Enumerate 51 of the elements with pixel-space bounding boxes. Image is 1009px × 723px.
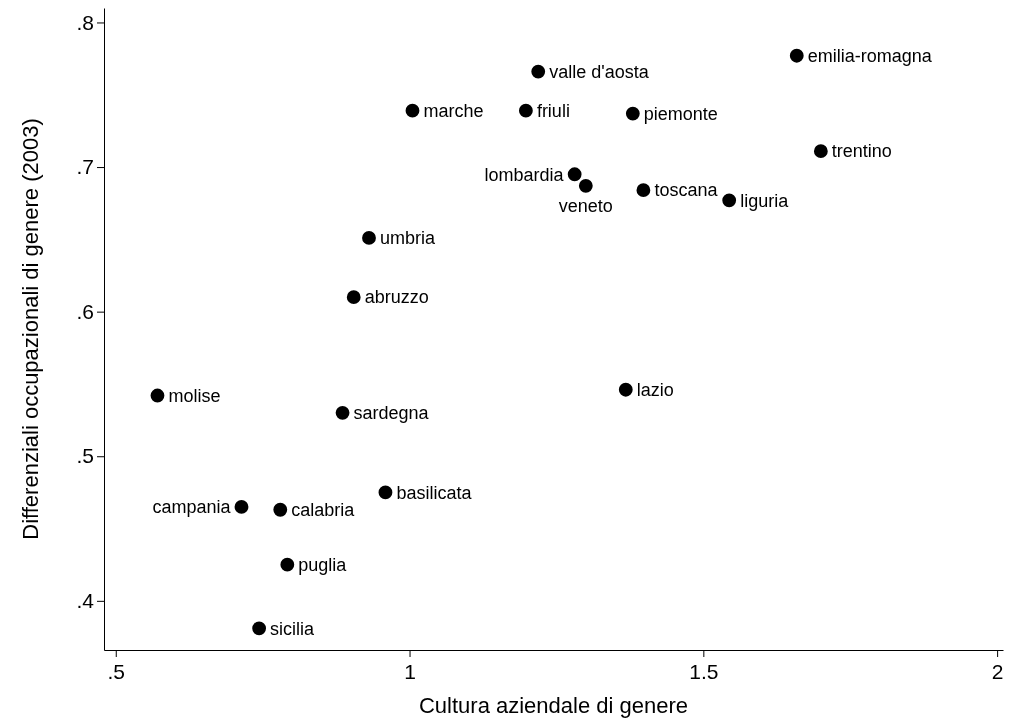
y-tick-label: .6 — [76, 299, 94, 323]
point — [362, 231, 376, 245]
annotation: friuli — [536, 100, 570, 121]
annotation: puglia — [298, 554, 348, 575]
point — [789, 48, 804, 63]
annotation: lombardia — [484, 164, 565, 185]
annotation: piemonte — [643, 103, 718, 124]
y-axis-title: Differenziali occupazionali di genere (2003) — [18, 118, 43, 540]
annotation: toscana — [654, 180, 719, 201]
annotation: calabria — [291, 500, 356, 521]
point — [531, 64, 546, 79]
point — [405, 103, 420, 118]
point — [346, 290, 361, 305]
point — [578, 178, 593, 193]
point — [378, 485, 393, 500]
x-tick-label: 1.5 — [689, 659, 719, 683]
point — [273, 502, 288, 517]
annotation: lazio — [636, 380, 674, 401]
annotation: veneto — [558, 196, 613, 217]
point — [518, 103, 533, 118]
x-axis-title: Cultura aziendale di genere — [418, 693, 689, 718]
x-tick-label: 2 — [991, 659, 1004, 683]
point — [567, 167, 582, 182]
y-tick-label: .5 — [76, 444, 94, 468]
point — [618, 382, 633, 397]
point — [335, 405, 350, 420]
annotation: trentino — [831, 141, 892, 162]
point — [636, 183, 651, 198]
point — [722, 193, 737, 208]
point — [252, 621, 267, 636]
point — [234, 499, 249, 514]
annotation: abruzzo — [364, 287, 429, 308]
annotation: umbria — [380, 228, 437, 249]
x-tick-label: .5 — [107, 659, 126, 683]
annotation: liguria — [740, 190, 790, 211]
point — [813, 144, 828, 159]
point — [625, 106, 640, 121]
annotation: sardegna — [353, 403, 430, 424]
y-tick-label: .4 — [76, 589, 95, 613]
annotation: sicilia — [270, 618, 316, 639]
point — [150, 388, 165, 403]
annotation: molise — [168, 385, 221, 406]
point — [280, 557, 295, 572]
annotation: emilia-romagna — [807, 46, 933, 67]
y-tick-label: .8 — [76, 10, 94, 34]
annotation: marche — [423, 100, 484, 121]
annotation: valle d'aosta — [549, 61, 650, 82]
x-tick-label: 1 — [404, 659, 416, 683]
annotation: basilicata — [396, 482, 473, 503]
annotation: campania — [152, 497, 232, 518]
y-tick-label: .7 — [76, 155, 94, 179]
